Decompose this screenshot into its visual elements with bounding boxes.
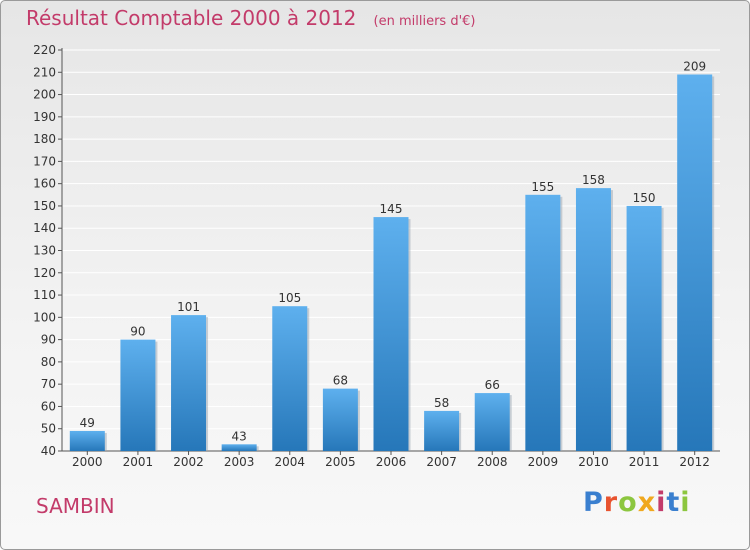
y-tick-label: 220 bbox=[33, 43, 56, 57]
bar-value-label: 68 bbox=[333, 374, 348, 388]
x-tick-label: 2000 bbox=[72, 455, 103, 469]
bar-value-label: 49 bbox=[80, 416, 95, 430]
y-tick-label: 120 bbox=[33, 266, 56, 280]
x-tick-label: 2005 bbox=[325, 455, 356, 469]
bar bbox=[525, 194, 561, 452]
bar-value-label: 101 bbox=[177, 300, 200, 314]
x-tick-label: 2002 bbox=[173, 455, 204, 469]
x-tick-label: 2004 bbox=[274, 455, 305, 469]
y-tick-label: 150 bbox=[33, 199, 56, 213]
x-tick-label: 2007 bbox=[426, 455, 457, 469]
bar-value-label: 66 bbox=[485, 378, 500, 392]
bar bbox=[171, 315, 207, 451]
bar-value-label: 155 bbox=[531, 180, 554, 194]
bar-value-label: 150 bbox=[633, 191, 656, 205]
axis-layer: 40 50 60 70 80 90 100 110 120 130 140 150 160 170 180 1… bbox=[33, 43, 720, 469]
bar-value-label: 43 bbox=[232, 429, 247, 443]
bar bbox=[677, 74, 713, 451]
y-tick-label: 190 bbox=[33, 110, 56, 124]
x-tick-label: 2011 bbox=[629, 455, 660, 469]
bar-value-label: 158 bbox=[582, 173, 605, 187]
y-tick-label: 80 bbox=[41, 355, 56, 369]
logo-letter: i bbox=[680, 487, 691, 518]
logo-letter: t bbox=[666, 487, 681, 518]
chart-title: Résultat Comptable 2000 à 2012 bbox=[26, 6, 357, 30]
bar-value-label: 105 bbox=[278, 291, 301, 305]
x-tick-label: 2012 bbox=[679, 455, 710, 469]
y-tick-label: 110 bbox=[33, 288, 56, 302]
bar-value-label: 90 bbox=[130, 325, 145, 339]
bar-value-label: 58 bbox=[434, 396, 449, 410]
y-tick-label: 90 bbox=[41, 333, 56, 347]
x-tick-label: 2003 bbox=[224, 455, 255, 469]
y-tick-label: 160 bbox=[33, 177, 56, 191]
bar-value-label: 145 bbox=[380, 202, 403, 216]
commune-name: SAMBIN bbox=[36, 494, 115, 518]
bar bbox=[69, 430, 105, 451]
bar bbox=[120, 339, 156, 451]
logo-letter: i bbox=[656, 487, 667, 518]
x-tick-label: 2008 bbox=[477, 455, 508, 469]
bar bbox=[575, 188, 611, 451]
y-tick-label: 40 bbox=[41, 444, 56, 458]
y-tick-label: 60 bbox=[41, 399, 56, 413]
y-tick-label: 180 bbox=[33, 132, 56, 146]
y-tick-label: 50 bbox=[41, 422, 56, 436]
y-tick-label: 170 bbox=[33, 154, 56, 168]
logo-letter: P bbox=[583, 487, 604, 518]
x-tick-label: 2009 bbox=[528, 455, 559, 469]
bar bbox=[272, 306, 308, 451]
y-tick-label: 200 bbox=[33, 88, 56, 102]
bar bbox=[626, 205, 662, 451]
bar bbox=[322, 388, 358, 451]
bar bbox=[373, 217, 409, 451]
title-row: Résultat Comptable 2000 à 2012 (en milli… bbox=[26, 6, 475, 30]
y-tick-label: 70 bbox=[41, 377, 56, 391]
bar-layer bbox=[69, 74, 715, 452]
proxiti-logo: Proxiti bbox=[583, 487, 691, 518]
logo-letter: o bbox=[618, 487, 638, 518]
bar bbox=[474, 393, 510, 451]
x-tick-label: 2001 bbox=[123, 455, 154, 469]
y-tick-label: 100 bbox=[33, 310, 56, 324]
y-tick-label: 210 bbox=[33, 65, 56, 79]
logo-letter: r bbox=[603, 487, 619, 518]
label-layer: 49 90 101 43 105 68 145 58 66 155 158 150 209 bbox=[80, 60, 706, 444]
y-tick-label: 140 bbox=[33, 221, 56, 235]
bar-value-label: 209 bbox=[683, 60, 706, 74]
x-tick-label: 2010 bbox=[578, 455, 609, 469]
bar bbox=[424, 410, 460, 451]
y-tick-label: 130 bbox=[33, 244, 56, 258]
bar bbox=[221, 444, 257, 451]
x-tick-label: 2006 bbox=[376, 455, 407, 469]
logo-letter: x bbox=[637, 487, 657, 518]
chart-subtitle: (en milliers d'€) bbox=[373, 14, 476, 29]
